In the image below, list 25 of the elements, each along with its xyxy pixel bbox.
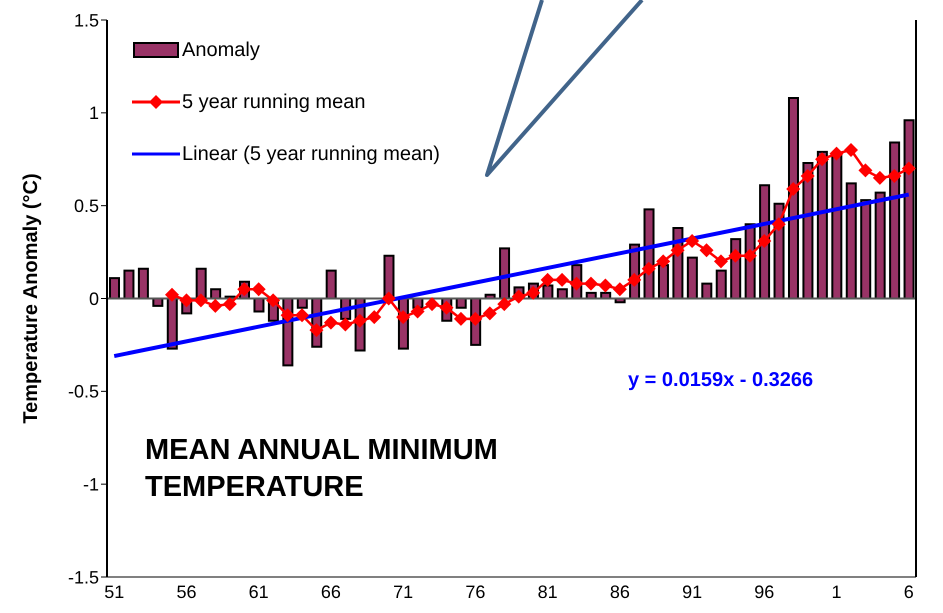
x-tick-label: 81 [538, 582, 558, 602]
x-tick-label: 91 [682, 582, 702, 602]
y-tick-label: 0.5 [74, 196, 99, 216]
annotation: y = 0.0159x - 0.3266 [628, 369, 814, 392]
y-tick-label: 1.5 [74, 10, 99, 30]
x-tick-label: 76 [465, 582, 486, 602]
y-tick-label: 0 [88, 288, 99, 309]
x-tick-label: 71 [393, 582, 414, 602]
y-axis-title: Temperature Anomaly (°C) [20, 173, 42, 424]
x-tick-label: 66 [320, 582, 341, 602]
legend-label: Linear (5 year running mean) [182, 142, 440, 166]
y-tick-label: -1.5 [68, 567, 99, 588]
legend-label: Anomaly [182, 38, 260, 62]
x-tick-label: 6 [904, 582, 914, 602]
x-tick-label: 51 [104, 582, 124, 602]
x-tick-label: 56 [176, 582, 196, 602]
y-tick-label: -0.5 [68, 382, 99, 402]
legend-label: 5 year running mean [182, 90, 366, 114]
x-tick-label: 96 [754, 582, 774, 602]
text: MEAN ANNUAL MINIMUM TEMPERATURE [145, 433, 499, 505]
x-tick-label: 61 [248, 582, 269, 602]
y-tick-label: -1 [82, 474, 99, 495]
x-tick-label: 1 [832, 582, 842, 602]
y-tick-label: 1 [88, 103, 99, 124]
x-tick-label: 86 [610, 582, 630, 602]
